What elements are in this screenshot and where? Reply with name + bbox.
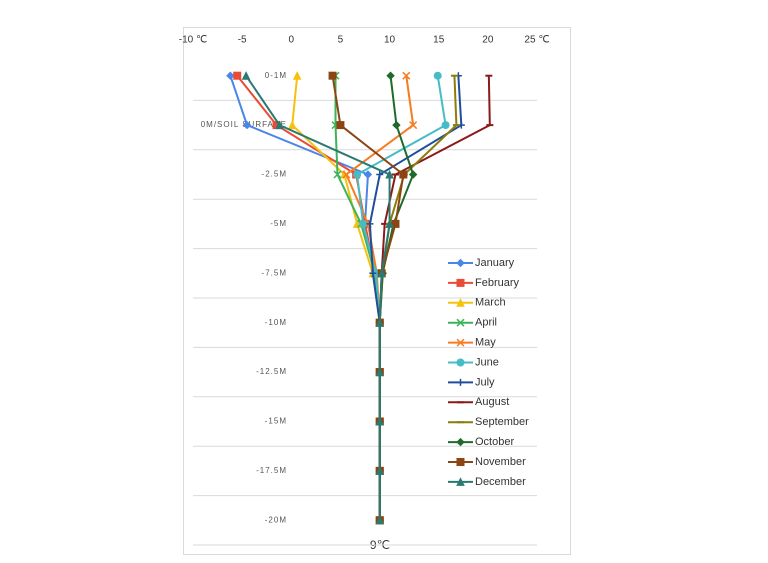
- data-point: [233, 71, 242, 80]
- x-tick-label: 0: [289, 35, 295, 46]
- data-point: [359, 219, 368, 228]
- legend-marker: [456, 358, 465, 367]
- data-point: [353, 170, 362, 179]
- data-point: [275, 120, 284, 130]
- y-tick-label: 0-1M: [265, 71, 287, 80]
- y-tick-label: -20M: [265, 515, 287, 524]
- legend-label: January: [475, 257, 515, 269]
- y-tick-label: -12.5M: [256, 367, 287, 376]
- data-point: [336, 121, 345, 130]
- y-tick-label: -17.5M: [256, 466, 287, 475]
- data-point: [408, 170, 418, 179]
- legend-marker: [456, 458, 465, 466]
- y-tick-label: -15M: [265, 417, 287, 426]
- data-point: [342, 170, 351, 179]
- data-point: [333, 170, 342, 179]
- legend-label: June: [475, 356, 499, 368]
- legend-label: December: [475, 476, 526, 488]
- data-point: [369, 269, 377, 277]
- data-point: [385, 219, 394, 228]
- legend-marker: [456, 437, 465, 447]
- legend-label: April: [475, 317, 497, 329]
- legend-label: August: [475, 396, 509, 408]
- data-point: [375, 466, 385, 475]
- x-tick-label: -10 ℃: [179, 35, 207, 46]
- data-point: [226, 71, 235, 80]
- legend-marker: [457, 378, 464, 386]
- data-point: [376, 171, 384, 178]
- data-point: [385, 169, 394, 179]
- data-point: [441, 121, 450, 130]
- data-point: [363, 170, 373, 179]
- legend-label: July: [475, 376, 495, 388]
- data-point: [241, 71, 251, 80]
- data-point: [242, 120, 252, 130]
- data-point: [328, 71, 337, 80]
- legend-label: October: [475, 436, 514, 448]
- legend-label: March: [475, 297, 506, 309]
- y-tick-label: -5M: [270, 219, 287, 228]
- legend-label: February: [475, 277, 520, 289]
- legend-marker: [456, 298, 465, 307]
- data-point: [392, 120, 401, 130]
- series-line: [245, 75, 391, 521]
- legend-marker: [456, 477, 465, 486]
- data-point: [409, 121, 418, 130]
- x-tick-label: 15: [433, 35, 445, 46]
- data-point: [287, 120, 297, 130]
- data-point: [375, 515, 385, 525]
- data-point: [292, 71, 302, 80]
- data-point: [377, 268, 387, 278]
- data-point: [433, 71, 442, 80]
- data-point: [366, 220, 374, 228]
- legend-marker: [456, 258, 465, 268]
- x-tick-label: 25 ℃: [524, 35, 549, 46]
- data-point: [402, 71, 411, 80]
- x-tick-label: 10: [384, 35, 396, 46]
- y-tick-label: -2.5M: [262, 170, 287, 179]
- legend-label: September: [475, 416, 529, 428]
- legend-marker: [456, 318, 465, 327]
- data-point: [391, 219, 400, 228]
- legend-marker: [456, 338, 465, 347]
- legend-marker: [456, 278, 465, 287]
- legend-label: May: [475, 337, 496, 349]
- y-tick-label: -10M: [265, 318, 287, 327]
- x-tick-label: -5: [238, 35, 247, 46]
- legend-label: November: [475, 456, 526, 468]
- data-point: [375, 318, 385, 327]
- data-point: [375, 416, 385, 426]
- data-point: [375, 367, 385, 377]
- data-point: [399, 170, 408, 179]
- x-tick-label: 5: [338, 35, 344, 46]
- x-tick-label: 20: [482, 35, 494, 46]
- y-tick-label: -7.5M: [262, 268, 287, 277]
- data-point: [386, 71, 395, 80]
